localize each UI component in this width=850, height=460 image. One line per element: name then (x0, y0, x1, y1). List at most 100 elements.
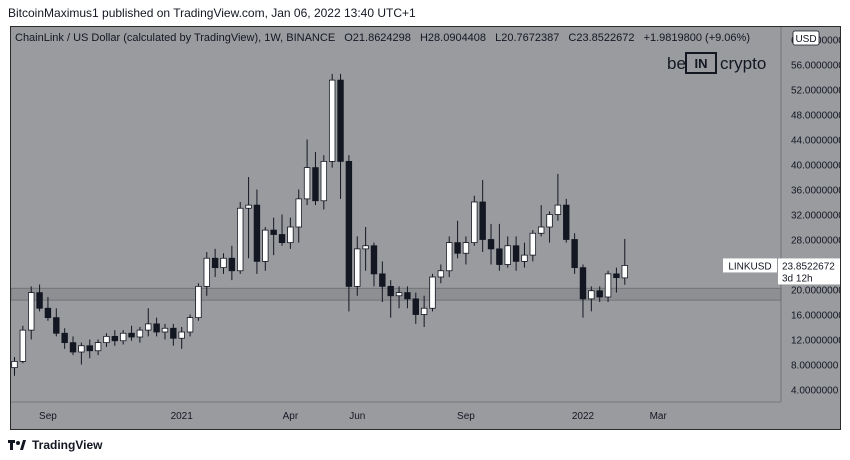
candle (537, 205, 545, 237)
candle (613, 267, 620, 293)
candlestick-chart[interactable]: 4.0000000 8.0000000 12.0000000 16.0000000 20… (11, 27, 840, 429)
candle-body-up (161, 327, 169, 333)
x-tick-label: Apr (283, 411, 299, 422)
x-tick-label: 2021 (171, 411, 194, 422)
candle (253, 189, 261, 274)
candle (446, 236, 453, 277)
publish-info: BitcoinMaximus1 published on TradingView… (8, 6, 416, 20)
candle (354, 236, 361, 296)
candle (186, 314, 194, 337)
y-tick-label: 36.0000000 (791, 186, 840, 197)
brand-left: be (667, 54, 686, 73)
currency-badge[interactable]: USD (792, 30, 820, 46)
candle (320, 155, 328, 210)
symbol-info: ChainLink / US Dollar (calculated by Tra… (15, 32, 335, 44)
candle-body-down (387, 285, 394, 297)
candle (487, 223, 495, 265)
candle-body-up (588, 290, 595, 300)
ohlc-close-label: C (568, 32, 576, 44)
candle (94, 339, 102, 356)
candle-body-down (404, 292, 411, 300)
candle-body-down (345, 160, 353, 287)
candle-body-up (245, 204, 252, 209)
candle (278, 214, 286, 246)
candle (420, 295, 428, 327)
candle-body-up (446, 242, 453, 272)
y-tick-label: 48.0000000 (791, 111, 840, 122)
y-tick-label: 52.0000000 (791, 86, 840, 97)
candle (287, 217, 294, 249)
candle-body-up (145, 323, 152, 331)
chart-frame[interactable]: 4.0000000 8.0000000 12.0000000 16.0000000 20… (10, 26, 841, 430)
candle (571, 233, 578, 274)
candle-body-down (270, 229, 277, 235)
ohlc-high-label: H (420, 32, 428, 44)
ohlc-change: +1.9819800 (+9.06%) (644, 32, 750, 44)
y-tick-label: 44.0000000 (791, 136, 840, 147)
candle (145, 308, 152, 337)
candle (295, 189, 302, 243)
candle-body-down (579, 267, 587, 300)
candle (78, 342, 85, 365)
candle (245, 177, 252, 259)
candle (563, 198, 570, 243)
candle (103, 333, 110, 347)
candle-body-down (312, 167, 319, 202)
brand-mid: IN (695, 56, 708, 71)
candle-body-up (320, 160, 328, 202)
candle (211, 248, 219, 277)
candle-body-down (613, 273, 620, 279)
candle (128, 325, 135, 341)
candle (479, 180, 486, 252)
candle (504, 236, 511, 268)
candle-body-up (554, 204, 562, 215)
candle-body-up (94, 342, 102, 352)
ohlc-open-value: 21.8624298 (353, 32, 411, 44)
candle-body-down (487, 239, 495, 250)
candle-body-up (504, 245, 511, 265)
candle (312, 152, 319, 206)
ohlc-low-value: 20.7672387 (501, 32, 559, 44)
candle-body-up (462, 242, 470, 254)
ohlc-low-label: L (495, 32, 501, 44)
ohlc-open-label: O (344, 32, 353, 44)
candle-body-down (53, 317, 60, 334)
candle-body-up (521, 254, 528, 262)
candle-body-down (211, 257, 219, 269)
candle-body-up (178, 331, 185, 339)
y-tick-label: 40.0000000 (791, 161, 840, 172)
candle-body-down (496, 248, 503, 265)
ohlc-close-value: 23.8522672 (576, 32, 634, 44)
candle (529, 230, 537, 262)
candle (203, 252, 210, 296)
candle-body-up (19, 329, 27, 362)
candle (36, 284, 43, 312)
y-tick-label: 8.0000000 (791, 361, 839, 372)
candle-body-down (86, 345, 93, 352)
y-tick-label: 4.0000000 (791, 386, 839, 397)
candle-body-up (471, 201, 478, 244)
candle-body-down (563, 204, 570, 240)
candle-body-up (186, 317, 194, 333)
candle-body-up (362, 245, 369, 250)
candle (328, 73, 336, 168)
brand-box-icon (685, 52, 717, 74)
y-tick-label: 12.0000000 (791, 336, 840, 347)
y-tick-label: 56.0000000 (791, 61, 840, 72)
candle (521, 242, 528, 268)
candle (387, 280, 394, 318)
candle (195, 283, 202, 321)
candle (604, 270, 612, 302)
candle-body-down (596, 290, 603, 298)
candle-body-up (295, 198, 302, 228)
candle (44, 297, 52, 321)
candle-body-up (537, 226, 545, 234)
candle (136, 327, 144, 343)
x-tick-label: Sep (457, 411, 475, 422)
candle (362, 227, 369, 271)
candle-body-up (604, 273, 612, 298)
candle-body-down (571, 239, 578, 269)
tradingview-logo-icon (8, 440, 26, 450)
x-tick-label: Sep (39, 411, 57, 422)
y-tick-label: 28.0000000 (791, 236, 840, 247)
